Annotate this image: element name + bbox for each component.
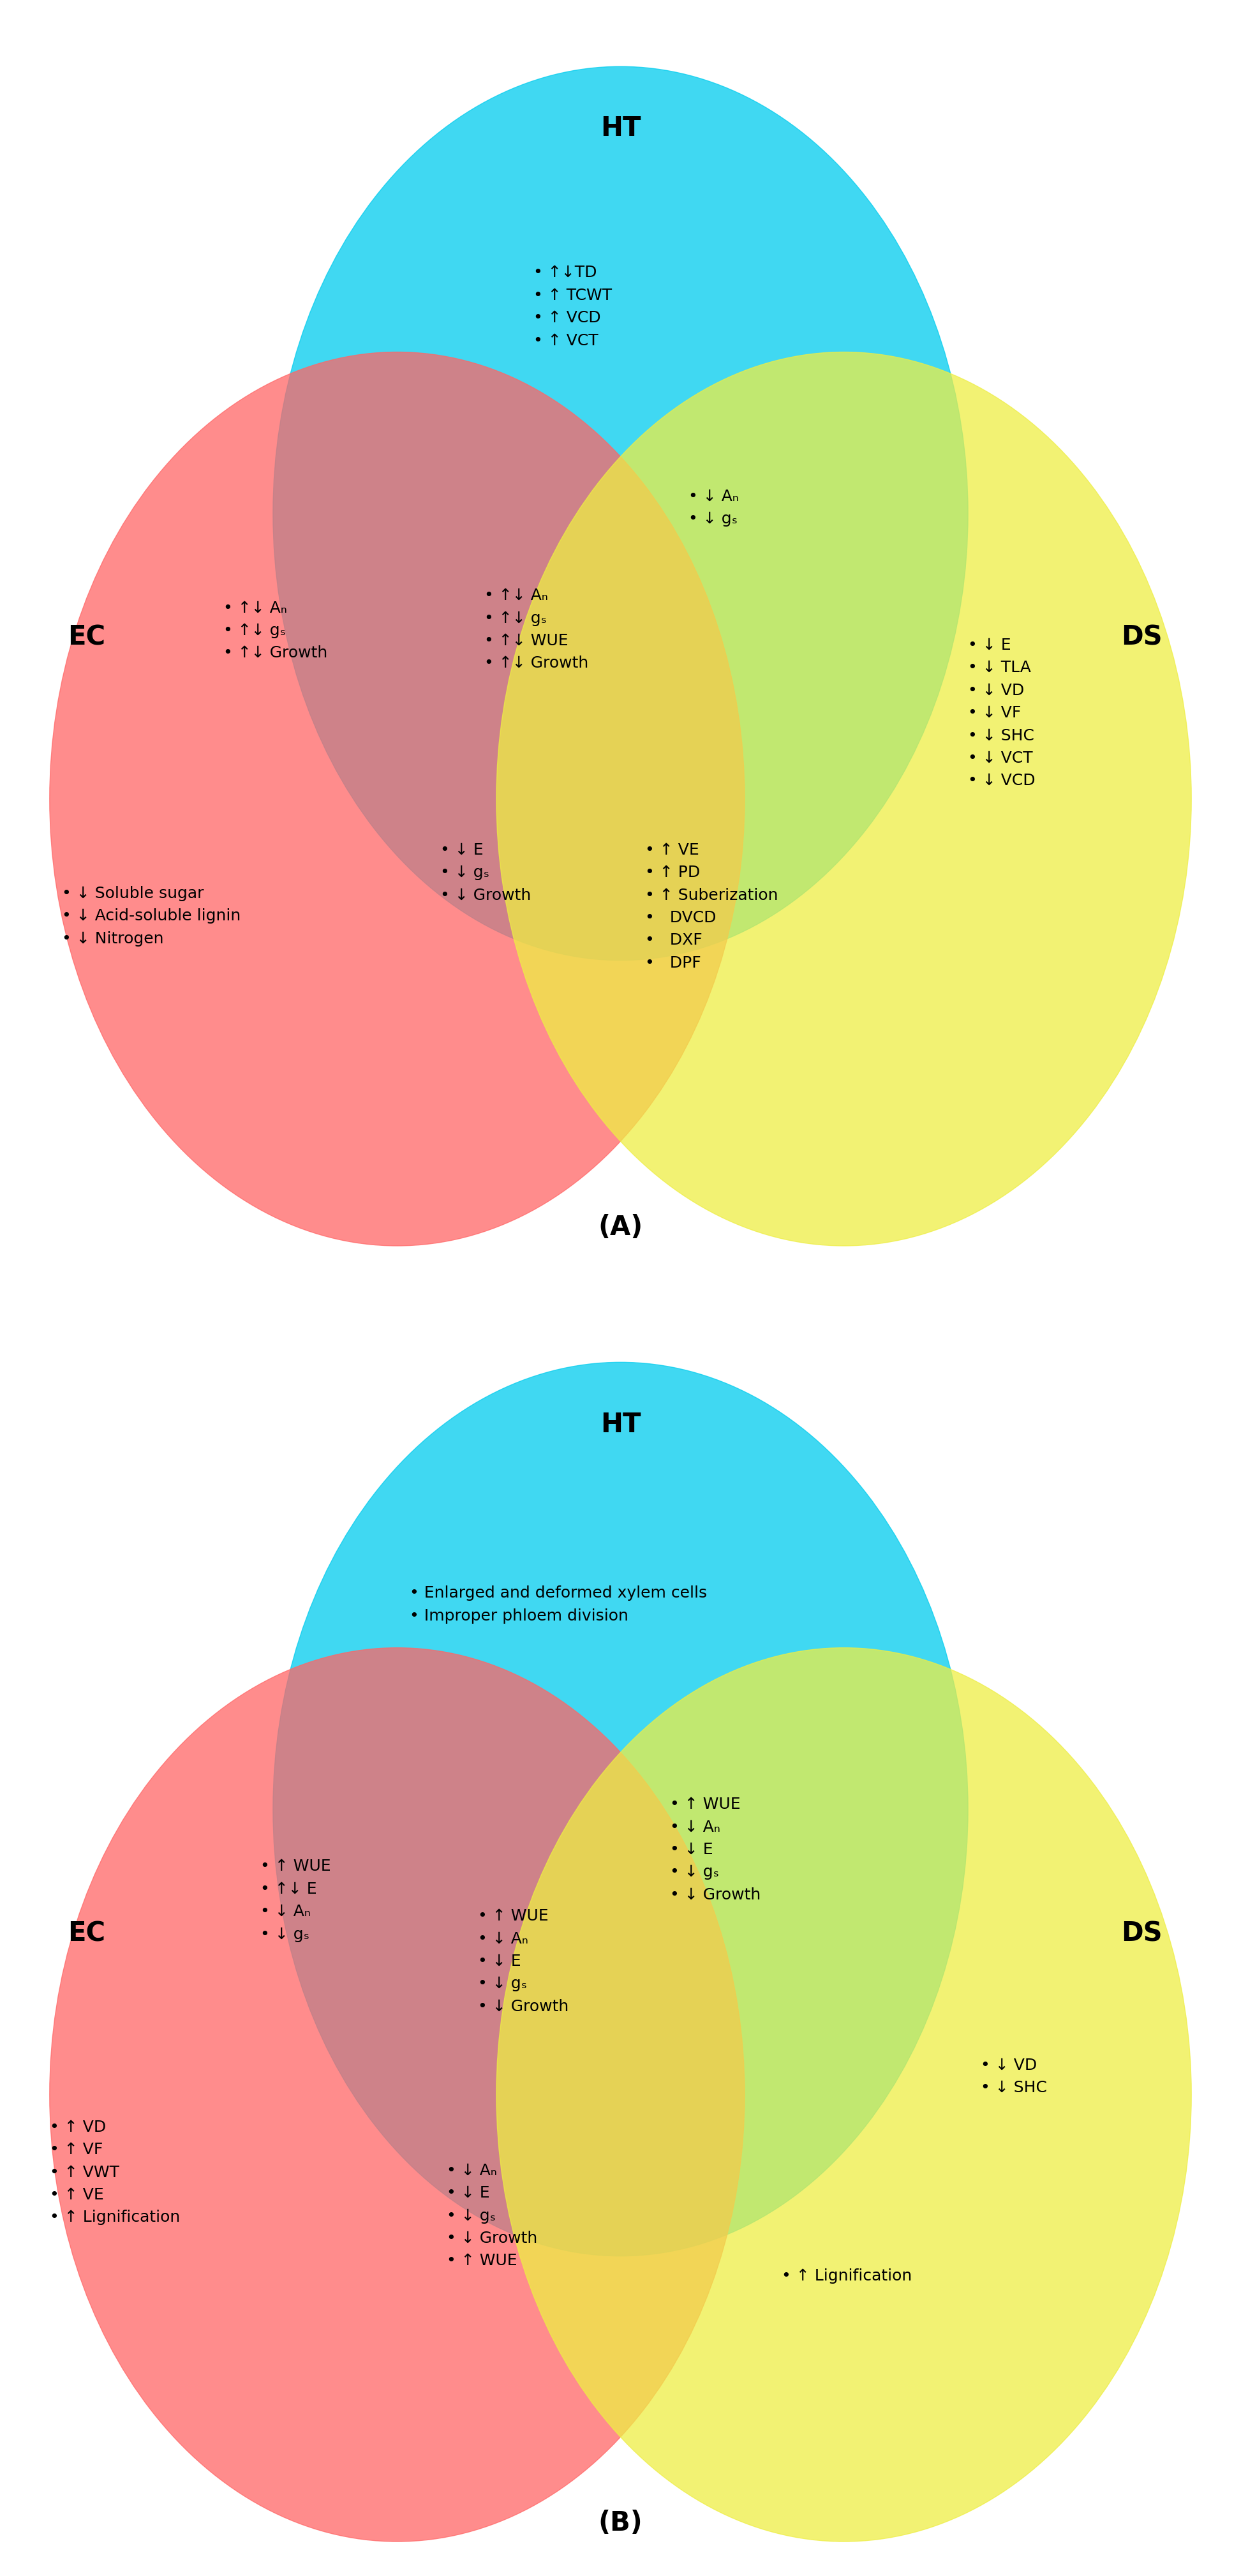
Text: • ↑ VE
• ↑ PD
• ↑ Suberization
•   DVCD
•   DXF
•   DPF: • ↑ VE • ↑ PD • ↑ Suberization • DVCD • … <box>645 842 778 971</box>
Text: • ↓ Aₙ
• ↓ gₛ: • ↓ Aₙ • ↓ gₛ <box>689 489 740 526</box>
Ellipse shape <box>496 1649 1191 2543</box>
Text: HT: HT <box>601 116 640 142</box>
Text: (A): (A) <box>598 1213 643 1242</box>
Text: DS: DS <box>1121 1919 1163 1947</box>
Ellipse shape <box>273 1363 968 2257</box>
Text: EC: EC <box>68 623 105 652</box>
Text: DS: DS <box>1121 623 1163 652</box>
Text: • Enlarged and deformed xylem cells
• Improper phloem division: • Enlarged and deformed xylem cells • Im… <box>410 1587 707 1623</box>
Text: • ↑ WUE
• ↓ Aₙ
• ↓ E
• ↓ gₛ
• ↓ Growth: • ↑ WUE • ↓ Aₙ • ↓ E • ↓ gₛ • ↓ Growth <box>670 1795 761 1904</box>
Text: • ↑ WUE
• ↑↓ E
• ↓ Aₙ
• ↓ gₛ: • ↑ WUE • ↑↓ E • ↓ Aₙ • ↓ gₛ <box>261 1860 331 1942</box>
Text: • ↑ VD
• ↑ VF
• ↑ VWT
• ↑ VE
• ↑ Lignification: • ↑ VD • ↑ VF • ↑ VWT • ↑ VE • ↑ Lignifi… <box>50 2120 180 2226</box>
Text: • ↓ E
• ↓ TLA
• ↓ VD
• ↓ VF
• ↓ SHC
• ↓ VCT
• ↓ VCD: • ↓ E • ↓ TLA • ↓ VD • ↓ VF • ↓ SHC • ↓ … <box>968 636 1035 788</box>
Text: • ↓ VD
• ↓ SHC: • ↓ VD • ↓ SHC <box>980 2058 1046 2094</box>
Text: EC: EC <box>68 1919 105 1947</box>
Text: • ↓ E
• ↓ gₛ
• ↓ Growth: • ↓ E • ↓ gₛ • ↓ Growth <box>441 842 531 904</box>
Text: • ↑↓ Aₙ
• ↑↓ gₛ
• ↑↓ Growth: • ↑↓ Aₙ • ↑↓ gₛ • ↑↓ Growth <box>223 600 328 662</box>
Ellipse shape <box>273 67 968 961</box>
Text: • ↓ Soluble sugar
• ↓ Acid-soluble lignin
• ↓ Nitrogen: • ↓ Soluble sugar • ↓ Acid-soluble ligni… <box>62 886 241 945</box>
Ellipse shape <box>496 353 1191 1247</box>
Text: (B): (B) <box>598 2509 643 2537</box>
Text: • ↑↓ Aₙ
• ↑↓ gₛ
• ↑↓ WUE
• ↑↓ Growth: • ↑↓ Aₙ • ↑↓ gₛ • ↑↓ WUE • ↑↓ Growth <box>484 587 588 670</box>
Text: HT: HT <box>601 1412 640 1437</box>
Ellipse shape <box>50 353 745 1247</box>
Text: • ↓ Aₙ
• ↓ E
• ↓ gₛ
• ↓ Growth
• ↑ WUE: • ↓ Aₙ • ↓ E • ↓ gₛ • ↓ Growth • ↑ WUE <box>447 2164 537 2269</box>
Text: • ↑ WUE
• ↓ Aₙ
• ↓ E
• ↓ gₛ
• ↓ Growth: • ↑ WUE • ↓ Aₙ • ↓ E • ↓ gₛ • ↓ Growth <box>478 1909 568 2014</box>
Text: • ↑↓TD
• ↑ TCWT
• ↑ VCD
• ↑ VCT: • ↑↓TD • ↑ TCWT • ↑ VCD • ↑ VCT <box>534 265 612 348</box>
Ellipse shape <box>50 1649 745 2543</box>
Text: • ↑ Lignification: • ↑ Lignification <box>782 2269 912 2285</box>
